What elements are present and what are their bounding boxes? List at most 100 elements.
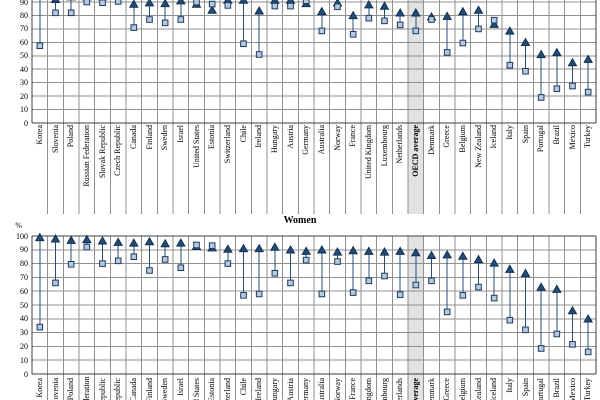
x-axis-label: Spain	[520, 124, 530, 143]
x-axis-label: Canada	[128, 377, 138, 400]
triangle-marker	[457, 251, 468, 260]
triangle-marker	[144, 0, 155, 7]
triangle-marker	[175, 238, 186, 247]
triangle-marker	[379, 1, 390, 10]
x-axis-label: United Kingdom	[363, 124, 373, 179]
y-tick-label: 80	[20, 10, 28, 20]
triangle-marker	[489, 258, 500, 267]
triangle-marker	[128, 0, 139, 8]
x-axis-label: Netherlands	[395, 124, 405, 164]
women-chart-canvas	[31, 232, 597, 400]
triangle-marker	[34, 232, 45, 242]
square-marker	[208, 242, 216, 249]
x-axis-label: Brazil	[551, 124, 561, 145]
square-marker	[443, 49, 451, 56]
square-marker	[349, 289, 357, 296]
column-separators	[47, 236, 581, 400]
x-axis-label: Estonia	[207, 124, 217, 149]
triangle-marker	[489, 19, 500, 28]
y-tick-label: 30	[20, 78, 28, 88]
x-axis-label: Korea	[34, 124, 44, 145]
women-chart-title: Women	[283, 215, 317, 226]
triangle-marker	[144, 236, 155, 246]
square-marker	[161, 19, 169, 27]
x-axis-label: New Zealand	[473, 377, 483, 400]
x-axis-label: Belgium	[457, 377, 467, 400]
square-marker	[381, 272, 388, 280]
x-axis-label: Ireland	[254, 124, 264, 148]
square-marker	[130, 253, 138, 260]
y-tick-label: 30	[20, 328, 28, 338]
triangle-marker	[50, 233, 61, 243]
square-marker	[177, 16, 185, 23]
y-tick-label: 100	[16, 231, 28, 241]
square-marker	[302, 0, 310, 4]
y-tick-label: 20	[20, 91, 28, 101]
square-marker	[569, 82, 576, 90]
men-chart-canvas	[31, 0, 597, 214]
square-marker	[52, 279, 59, 287]
square-marker	[459, 292, 467, 299]
square-marker	[161, 256, 169, 263]
x-axis-label: OECD average	[410, 124, 420, 177]
square-marker	[255, 51, 263, 58]
x-axis-label: Slovak Republic	[97, 378, 109, 400]
triangle-marker	[473, 5, 484, 14]
square-marker	[114, 0, 122, 5]
square-marker	[537, 94, 545, 101]
square-marker	[459, 39, 467, 47]
triangle-marker	[332, 247, 343, 256]
square-marker	[146, 16, 153, 23]
x-axis-label: Sweden	[160, 124, 170, 150]
x-axis-label: Slovak Republic	[97, 124, 107, 178]
x-axis-label: France	[348, 124, 358, 147]
square-marker	[584, 88, 592, 96]
triangle-marker	[410, 7, 421, 17]
triangle-marker	[269, 0, 280, 4]
x-axis-label: Greece	[442, 124, 452, 148]
y-tick-label: 40	[20, 64, 28, 74]
x-axis-label: Mexico	[567, 124, 577, 149]
x-axis-label: Sweden	[160, 377, 170, 400]
triangle-marker	[348, 10, 359, 20]
triangle-marker	[81, 234, 92, 244]
x-axis-label: Korea	[34, 377, 44, 398]
x-axis-label: Turkey	[583, 124, 593, 148]
x-axis-label: Switzerland	[222, 124, 232, 163]
x-axis-label: Czech Republic	[112, 378, 124, 400]
square-marker	[193, 241, 200, 249]
x-axis-label: OECD average	[410, 378, 422, 400]
x-axis-label: Belgium	[457, 124, 467, 153]
x-axis-label: United States	[191, 377, 201, 400]
highlight-column	[408, 0, 424, 214]
y-tick-label: 70	[20, 24, 28, 34]
square-marker	[146, 267, 153, 274]
x-axis-label: Austria	[285, 377, 295, 400]
square-marker	[553, 330, 561, 338]
square-marker	[381, 17, 388, 25]
square-marker	[569, 341, 576, 348]
square-marker	[318, 290, 326, 298]
triangle-marker	[285, 244, 296, 254]
square-marker	[255, 290, 263, 298]
x-axis-label: Denmark	[426, 377, 436, 400]
x-axis-label: United Kingdom	[363, 378, 375, 400]
x-axis-label: Chile	[238, 377, 248, 395]
x-axis-label: Turkey	[583, 377, 593, 400]
triangle-marker	[238, 0, 249, 4]
square-marker	[36, 42, 44, 50]
triangle-marker	[442, 11, 453, 20]
y-tick-label: 60	[20, 37, 28, 47]
y-tick-label: 60	[20, 286, 28, 296]
x-axis-label: Finland	[144, 124, 154, 149]
y-tick-label: 10	[20, 355, 28, 365]
x-axis-label: Hungary	[269, 377, 279, 400]
triangle-marker	[520, 37, 531, 47]
y-tick-label: 50	[20, 300, 28, 310]
triangle-marker	[160, 0, 171, 8]
square-marker	[240, 292, 247, 299]
y-tick-label: 0	[24, 369, 28, 379]
triangle-marker	[504, 264, 515, 273]
triangle-marker	[207, 5, 218, 14]
